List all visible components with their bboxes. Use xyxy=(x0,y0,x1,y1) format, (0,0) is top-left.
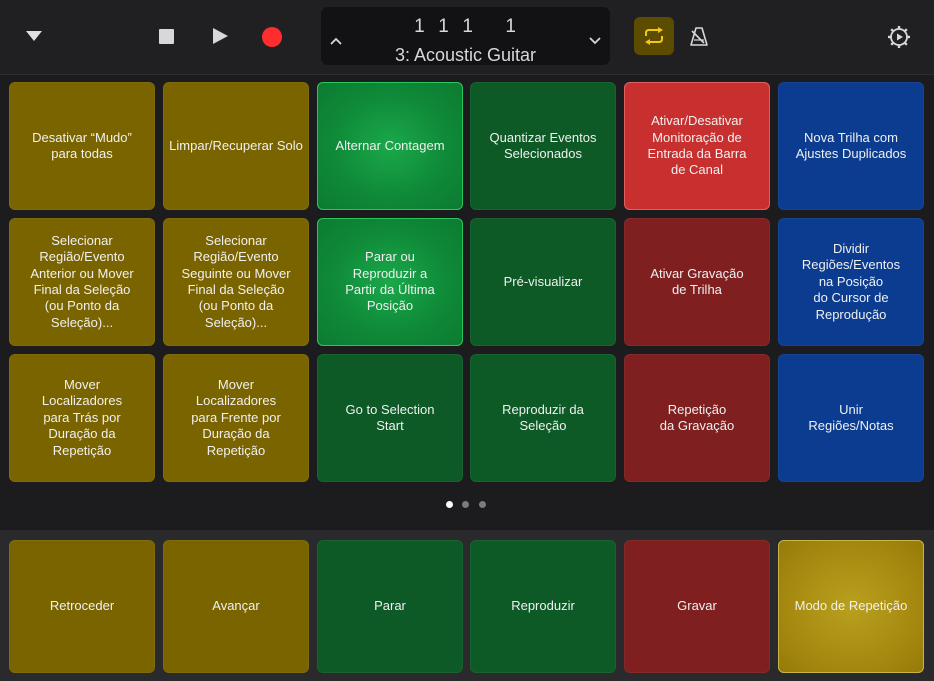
track-name: 3: Acoustic Guitar xyxy=(394,45,537,65)
pad-label: Pré-visualizar xyxy=(503,273,583,289)
pad-label: Ativar Gravação de Trilha xyxy=(650,265,744,297)
pad-label: Go to Selection Start xyxy=(345,401,435,433)
settings-gear-icon xyxy=(888,26,910,48)
pad-r3-c1[interactable]: Mover Localizadores para Trás por Duração d… xyxy=(9,354,155,482)
record-icon xyxy=(262,27,282,47)
lcd-display[interactable]: 1 1 1 1 3: Acoustic Guitar xyxy=(321,7,610,65)
pad-r3-c3[interactable]: Go to Selection Start xyxy=(317,354,463,482)
pad-label: Dividir Regiões/Eventos na Posição do Curso… xyxy=(801,240,901,322)
pad-label: Mover Localizadores para Frente por Duração… xyxy=(191,376,281,458)
pad-label: Parar ou Reproduzir a Partir da Última Posi… xyxy=(345,249,435,314)
play-pad[interactable]: Reproduzir xyxy=(470,540,616,673)
pad-label: Ativar/Desativar Monitoração de Entrada da… xyxy=(647,113,747,178)
settings-button[interactable] xyxy=(886,24,912,50)
pad-r3-c2[interactable]: Mover Localizadores para Frente por Duração… xyxy=(163,354,309,482)
pad-label: Nova Trilha com Ajustes Duplicados xyxy=(795,129,907,161)
pad-r2-c6[interactable]: Dividir Regiões/Eventos na Posição do Curso… xyxy=(778,218,924,346)
rewind-pad[interactable]: Retroceder xyxy=(9,540,155,673)
cycle-icon xyxy=(645,27,663,45)
cycle-mode-pad[interactable]: Modo de Repetição xyxy=(778,540,924,673)
pad-label: Retroceder xyxy=(49,598,115,614)
pad-r3-c6[interactable]: Unir Regiões/Notas xyxy=(778,354,924,482)
menu-chevron-down-icon[interactable] xyxy=(22,26,46,46)
metronome-button[interactable] xyxy=(686,24,712,50)
pad-label: Unir Regiões/Notas xyxy=(808,401,894,433)
pad-r1-c1[interactable]: Desativar “Mudo” para todas xyxy=(9,82,155,210)
pad-r1-c4[interactable]: Quantizar Eventos Selecionados xyxy=(470,82,616,210)
pad-r3-c4[interactable]: Reproduzir da Seleção xyxy=(470,354,616,482)
pad-label: Reproduzir xyxy=(511,598,575,614)
pad-r2-c4[interactable]: Pré-visualizar xyxy=(470,218,616,346)
pad-r1-c2[interactable]: Limpar/Recuperar Solo xyxy=(163,82,309,210)
page-indicator[interactable] xyxy=(0,501,934,511)
pad-label: Modo de Repetição xyxy=(794,598,908,614)
pad-label: Selecionar Região/Evento Seguinte ou Mover… xyxy=(181,232,291,330)
lcd-down-chevron-down-icon[interactable] xyxy=(585,31,605,51)
pad-r2-c1[interactable]: Selecionar Região/Evento Anterior ou Mover… xyxy=(9,218,155,346)
pad-label: Quantizar Eventos Selecionados xyxy=(489,129,597,161)
pad-label: Alternar Contagem xyxy=(335,137,445,153)
stop-pad[interactable]: Parar xyxy=(317,540,463,673)
pad-r2-c5[interactable]: Ativar Gravação de Trilha xyxy=(624,218,770,346)
lcd-up-chevron-up-icon[interactable] xyxy=(326,31,346,51)
pad-label: Limpar/Recuperar Solo xyxy=(169,137,303,153)
pad-label: Reproduzir da Seleção xyxy=(502,401,584,433)
pad-label: Selecionar Região/Evento Anterior ou Mover… xyxy=(30,232,134,330)
pad-r3-c5[interactable]: Repetição da Gravação xyxy=(624,354,770,482)
pad-label: Avançar xyxy=(212,598,260,614)
live-loops-grid: Desativar “Mudo” para todas Limpar/Recupe… xyxy=(0,75,934,530)
pad-r1-c6[interactable]: Nova Trilha com Ajustes Duplicados xyxy=(778,82,924,210)
control-bar: 1 1 1 1 3: Acoustic Guitar xyxy=(0,0,934,75)
pad-label: Parar xyxy=(374,598,406,614)
play-button[interactable] xyxy=(207,24,233,48)
pad-label: Mover Localizadores para Trás por Duração d… xyxy=(41,376,123,458)
pad-label: Gravar xyxy=(677,598,717,614)
metronome-icon xyxy=(690,27,708,46)
cycle-button[interactable] xyxy=(634,17,674,55)
playhead-position: 1 1 1 1 xyxy=(414,16,517,37)
forward-pad[interactable]: Avançar xyxy=(163,540,309,673)
stop-icon xyxy=(158,28,174,44)
transport-pads: Retroceder Avançar Parar Reproduzir Grav… xyxy=(0,530,934,681)
pad-label: Desativar “Mudo” para todas xyxy=(32,129,132,161)
pad-r2-c2[interactable]: Selecionar Região/Evento Seguinte ou Mover… xyxy=(163,218,309,346)
play-icon xyxy=(213,28,228,44)
pad-r2-c3[interactable]: Parar ou Reproduzir a Partir da Última Posi… xyxy=(317,218,463,346)
record-button[interactable] xyxy=(259,24,285,50)
pad-r1-c5[interactable]: Ativar/Desativar Monitoração de Entrada da… xyxy=(624,82,770,210)
page-dot[interactable] xyxy=(446,501,453,508)
record-pad[interactable]: Gravar xyxy=(624,540,770,673)
pad-label: Repetição da Gravação xyxy=(659,401,735,433)
pad-r1-c3[interactable]: Alternar Contagem xyxy=(317,82,463,210)
page-dot[interactable] xyxy=(462,501,469,508)
page-dot[interactable] xyxy=(479,501,486,508)
stop-button[interactable] xyxy=(154,24,178,48)
